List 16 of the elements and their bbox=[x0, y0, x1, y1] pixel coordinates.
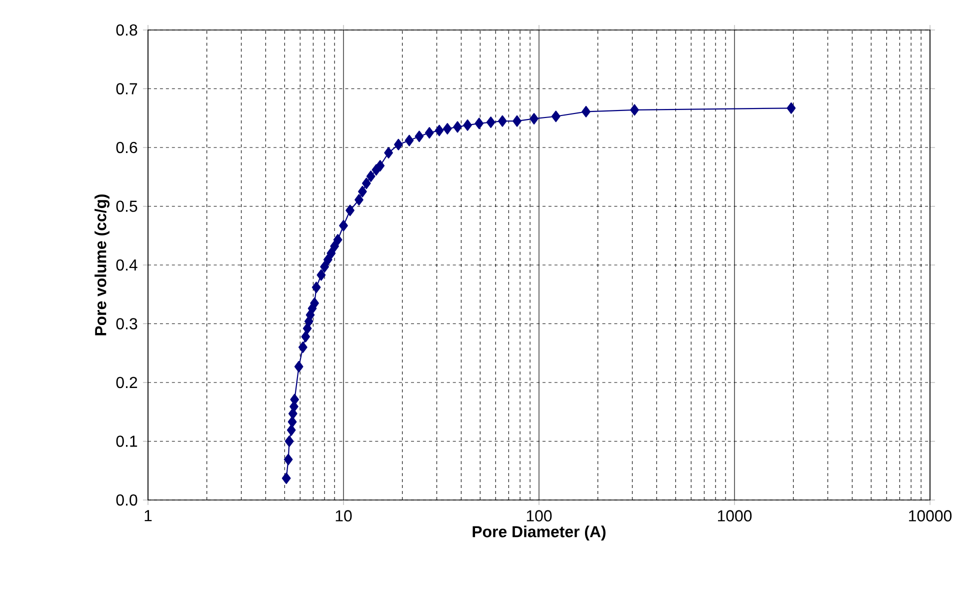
y-tick-label: 0.0 bbox=[116, 494, 138, 506]
x-tick-label: 100 bbox=[526, 510, 552, 522]
y-axis-title: Pore volume (cc/g) bbox=[94, 194, 110, 336]
x-axis-title: Pore Diameter (A) bbox=[472, 526, 606, 540]
x-tick-label: 1000 bbox=[718, 510, 752, 522]
y-tick-label: 0.4 bbox=[116, 259, 138, 271]
x-tick-label: 1 bbox=[144, 510, 152, 522]
x-tick-label: 10 bbox=[336, 510, 352, 522]
y-tick-label: 0.1 bbox=[116, 436, 138, 447]
x-tick-label: 10000 bbox=[909, 510, 952, 522]
y-tick-label: 0.5 bbox=[116, 200, 138, 212]
y-tick-label: 0.7 bbox=[116, 83, 138, 94]
y-tick-label: 0.3 bbox=[116, 318, 138, 330]
y-tick-label: 0.6 bbox=[116, 142, 138, 154]
y-tick-label: 0.8 bbox=[116, 24, 138, 36]
y-tick-label: 0.2 bbox=[116, 376, 138, 388]
